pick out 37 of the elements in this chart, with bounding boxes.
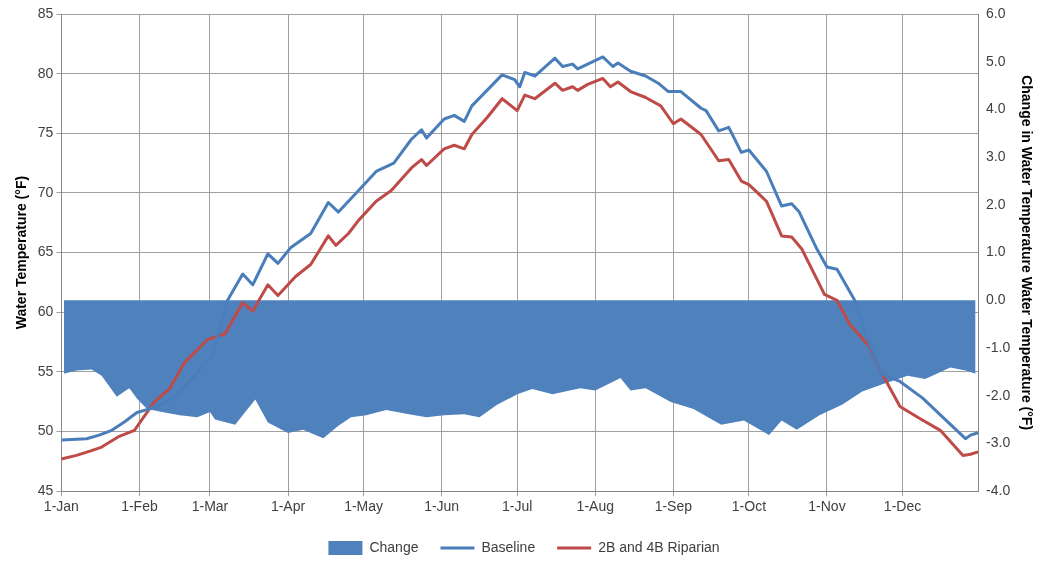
y-tick-label: 60: [37, 303, 54, 320]
y2-tick-label: 2.0: [986, 195, 1006, 212]
x-tick-label: 1-May: [344, 498, 384, 515]
x-tick-label: 1-Nov: [808, 498, 846, 515]
x-tick-label: 1-Jun: [424, 498, 460, 515]
y2-tick-label: -3.0: [986, 434, 1011, 451]
y2-tick-label: -1.0: [986, 338, 1011, 355]
y-tick-label: 45: [37, 482, 54, 499]
y2-tick-label: -2.0: [986, 386, 1011, 403]
x-tick-label: 1-Jul: [502, 498, 533, 515]
y2-tick-label: 0.0: [986, 291, 1006, 308]
y-tick-label: 80: [37, 64, 54, 81]
y2-axis-title: Change in Water Temperature Water Temperature (°F): [1018, 75, 1035, 431]
x-tick-label: 1-Sep: [654, 498, 693, 515]
y2-tick-label: 6.0: [986, 4, 1006, 21]
y2-tick-label: 1.0: [986, 243, 1006, 260]
y2-tick-label: 4.0: [986, 100, 1006, 117]
y-tick-label: 70: [37, 183, 54, 200]
y-tick-label: 85: [37, 4, 54, 21]
y2-tick-label: 5.0: [986, 52, 1006, 69]
y-axis-title: Water Temperature (°F): [13, 175, 30, 330]
x-tick-label: 1-Jan: [43, 498, 79, 515]
y2-tick-label: 3.0: [986, 148, 1006, 165]
x-tick-label: 1-Apr: [270, 498, 306, 515]
y-tick-label: 50: [37, 422, 54, 439]
legend-label: 2B and 4B Riparian: [598, 538, 720, 555]
y-tick-label: 55: [37, 362, 54, 379]
y2-tick-label: -4.0: [986, 482, 1011, 499]
y-tick-label: 75: [37, 124, 54, 141]
legend-label: Change: [369, 538, 419, 555]
x-tick-label: 1-Oct: [731, 498, 767, 515]
x-tick-label: 1-Aug: [576, 498, 614, 515]
x-tick-label: 1-Mar: [191, 498, 229, 515]
legend-label: Baseline: [481, 538, 536, 555]
y-tick-label: 65: [37, 243, 54, 260]
x-tick-label: 1-Feb: [121, 498, 158, 515]
x-tick-label: 1-Dec: [883, 498, 922, 515]
